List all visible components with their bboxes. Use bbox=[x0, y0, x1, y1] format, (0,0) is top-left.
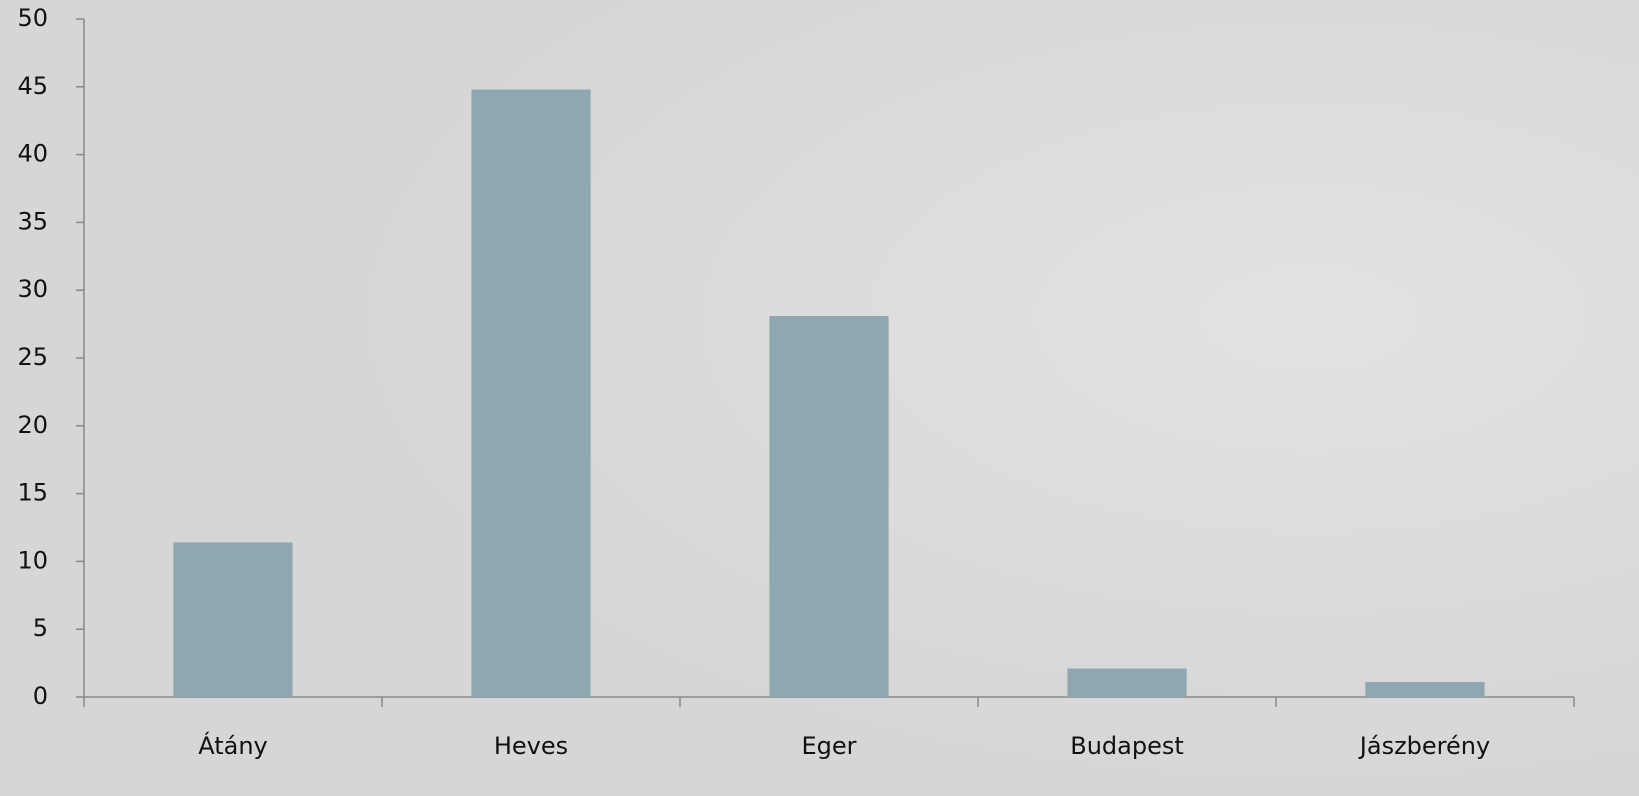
y-tick-label: 15 bbox=[17, 479, 48, 507]
bar bbox=[1067, 668, 1187, 697]
x-tick-label: Átány bbox=[198, 731, 268, 760]
bar bbox=[769, 315, 889, 697]
x-tick-label: Budapest bbox=[1070, 732, 1184, 760]
y-tick-label: 50 bbox=[17, 4, 48, 32]
y-tick-label: 30 bbox=[17, 275, 48, 303]
y-tick-label: 0 bbox=[33, 682, 48, 710]
y-tick-label: 35 bbox=[17, 207, 48, 235]
bar bbox=[1365, 682, 1485, 697]
x-tick-label: Heves bbox=[494, 732, 568, 760]
x-tick-label: Jászberény bbox=[1358, 732, 1490, 760]
y-tick-label: 45 bbox=[17, 72, 48, 100]
y-tick-label: 5 bbox=[33, 614, 48, 642]
bar bbox=[471, 89, 591, 697]
x-tick-label: Eger bbox=[801, 732, 856, 760]
y-tick-label: 40 bbox=[17, 140, 48, 168]
bar bbox=[173, 542, 293, 697]
y-tick-label: 25 bbox=[17, 343, 48, 371]
y-tick-label: 10 bbox=[17, 546, 48, 574]
y-tick-label: 20 bbox=[17, 411, 48, 439]
